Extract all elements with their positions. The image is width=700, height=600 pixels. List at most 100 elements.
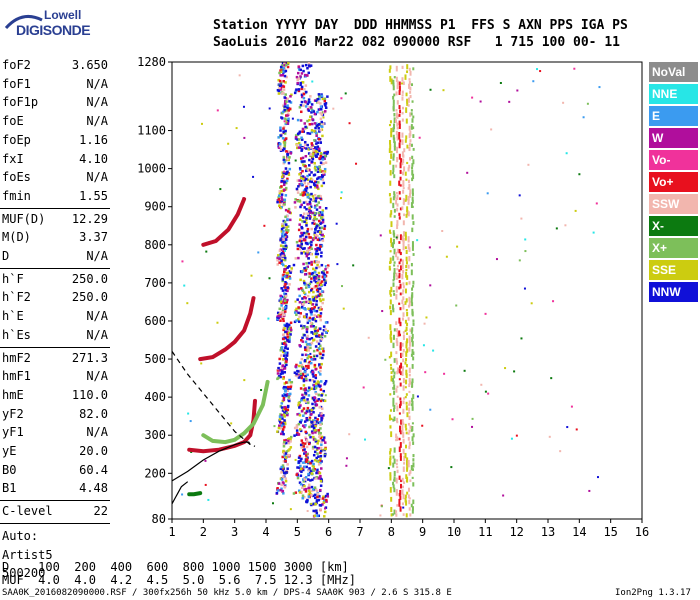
interference-mark bbox=[411, 406, 414, 411]
echo-point bbox=[307, 460, 310, 464]
echo-point bbox=[307, 472, 310, 476]
echo-point bbox=[310, 144, 314, 147]
echo-point bbox=[311, 396, 315, 400]
echo-point bbox=[308, 275, 312, 278]
echo-point bbox=[302, 262, 305, 266]
interference-mark bbox=[412, 458, 415, 462]
interference-mark bbox=[402, 198, 405, 204]
echo-point bbox=[280, 92, 284, 95]
echo-point bbox=[318, 503, 322, 507]
interference-mark bbox=[395, 321, 398, 325]
interference-mark bbox=[395, 513, 398, 517]
echo-point bbox=[281, 317, 285, 321]
echo-point bbox=[309, 462, 312, 465]
param-label: foE bbox=[2, 114, 24, 129]
noise-point bbox=[326, 329, 329, 332]
echo-point bbox=[283, 306, 287, 309]
interference-mark bbox=[408, 67, 411, 71]
echo-point bbox=[313, 260, 317, 263]
echo-point bbox=[280, 179, 284, 183]
echo-point bbox=[308, 418, 311, 422]
interference-mark bbox=[411, 83, 414, 86]
interference-mark bbox=[396, 340, 399, 347]
interference-mark bbox=[396, 395, 399, 398]
interference-mark bbox=[401, 370, 404, 376]
interference-mark bbox=[389, 257, 392, 264]
interference-mark bbox=[401, 132, 404, 138]
echo-point bbox=[311, 178, 314, 182]
echo-point bbox=[297, 320, 301, 323]
echo-point bbox=[312, 453, 316, 457]
param-label: foEp bbox=[2, 132, 31, 147]
x-tick-label: 14 bbox=[572, 525, 586, 539]
interference-mark bbox=[411, 227, 414, 233]
interference-mark bbox=[401, 317, 404, 321]
echo-point bbox=[313, 365, 317, 368]
noise-point bbox=[564, 224, 567, 227]
interference-mark bbox=[404, 301, 407, 305]
interference-mark bbox=[401, 235, 404, 242]
interference-mark bbox=[389, 290, 392, 295]
echo-point bbox=[282, 376, 285, 379]
echo-point bbox=[317, 306, 321, 310]
echo-point bbox=[301, 297, 304, 300]
echo-point bbox=[322, 162, 325, 165]
param-separator bbox=[0, 267, 110, 269]
noise-point bbox=[515, 434, 518, 437]
echo-point bbox=[306, 325, 309, 329]
echo-point bbox=[315, 315, 319, 318]
param-row: hmE 110.0 bbox=[0, 386, 110, 405]
echo-point bbox=[280, 370, 284, 373]
echo-point bbox=[304, 105, 308, 108]
interference-mark bbox=[389, 425, 392, 429]
echo-point bbox=[305, 216, 308, 220]
echo-point bbox=[314, 298, 317, 301]
interference-mark bbox=[389, 324, 392, 331]
echo-point bbox=[314, 440, 318, 443]
echo-point bbox=[319, 454, 323, 458]
echo-point bbox=[320, 280, 324, 283]
x-tick-label: 7 bbox=[356, 525, 363, 539]
noise-point bbox=[402, 506, 405, 509]
noise-point bbox=[200, 362, 203, 365]
interference-mark bbox=[402, 358, 405, 363]
echo-point bbox=[281, 258, 285, 262]
echo-point bbox=[285, 109, 288, 112]
echo-point bbox=[319, 488, 322, 492]
echo-point bbox=[312, 398, 316, 402]
echo-point bbox=[299, 464, 302, 468]
noise-point bbox=[510, 437, 513, 440]
echo-point bbox=[283, 415, 286, 418]
interference-mark bbox=[412, 280, 415, 285]
echo-point bbox=[309, 185, 312, 189]
echo-point bbox=[280, 315, 283, 319]
interference-mark bbox=[400, 479, 403, 483]
echo-point bbox=[321, 301, 324, 305]
echo-point bbox=[306, 456, 309, 459]
echo-point bbox=[313, 332, 317, 336]
echo-point bbox=[283, 200, 286, 203]
echo-point bbox=[314, 204, 317, 208]
interference-mark bbox=[388, 414, 391, 421]
echo-point bbox=[323, 99, 327, 103]
echo-point bbox=[304, 458, 308, 461]
echo-point bbox=[299, 176, 303, 180]
echo-point bbox=[310, 503, 313, 507]
noise-point bbox=[429, 88, 432, 91]
echo-point bbox=[311, 118, 314, 121]
echo-point bbox=[312, 465, 316, 469]
echo-point bbox=[311, 198, 315, 202]
interference-mark bbox=[410, 503, 413, 508]
noise-point bbox=[423, 322, 426, 325]
echo-point bbox=[282, 250, 285, 254]
legend-item: X+ bbox=[649, 238, 698, 258]
noise-point bbox=[283, 170, 286, 173]
echo-point bbox=[308, 123, 312, 126]
echo-point bbox=[308, 106, 311, 109]
echo-point bbox=[298, 294, 301, 298]
echo-point bbox=[308, 316, 312, 320]
interference-mark bbox=[398, 276, 401, 279]
param-row: hmF1 N/A bbox=[0, 367, 110, 386]
interference-mark bbox=[393, 408, 396, 412]
param-value: 4.10 bbox=[79, 151, 108, 166]
